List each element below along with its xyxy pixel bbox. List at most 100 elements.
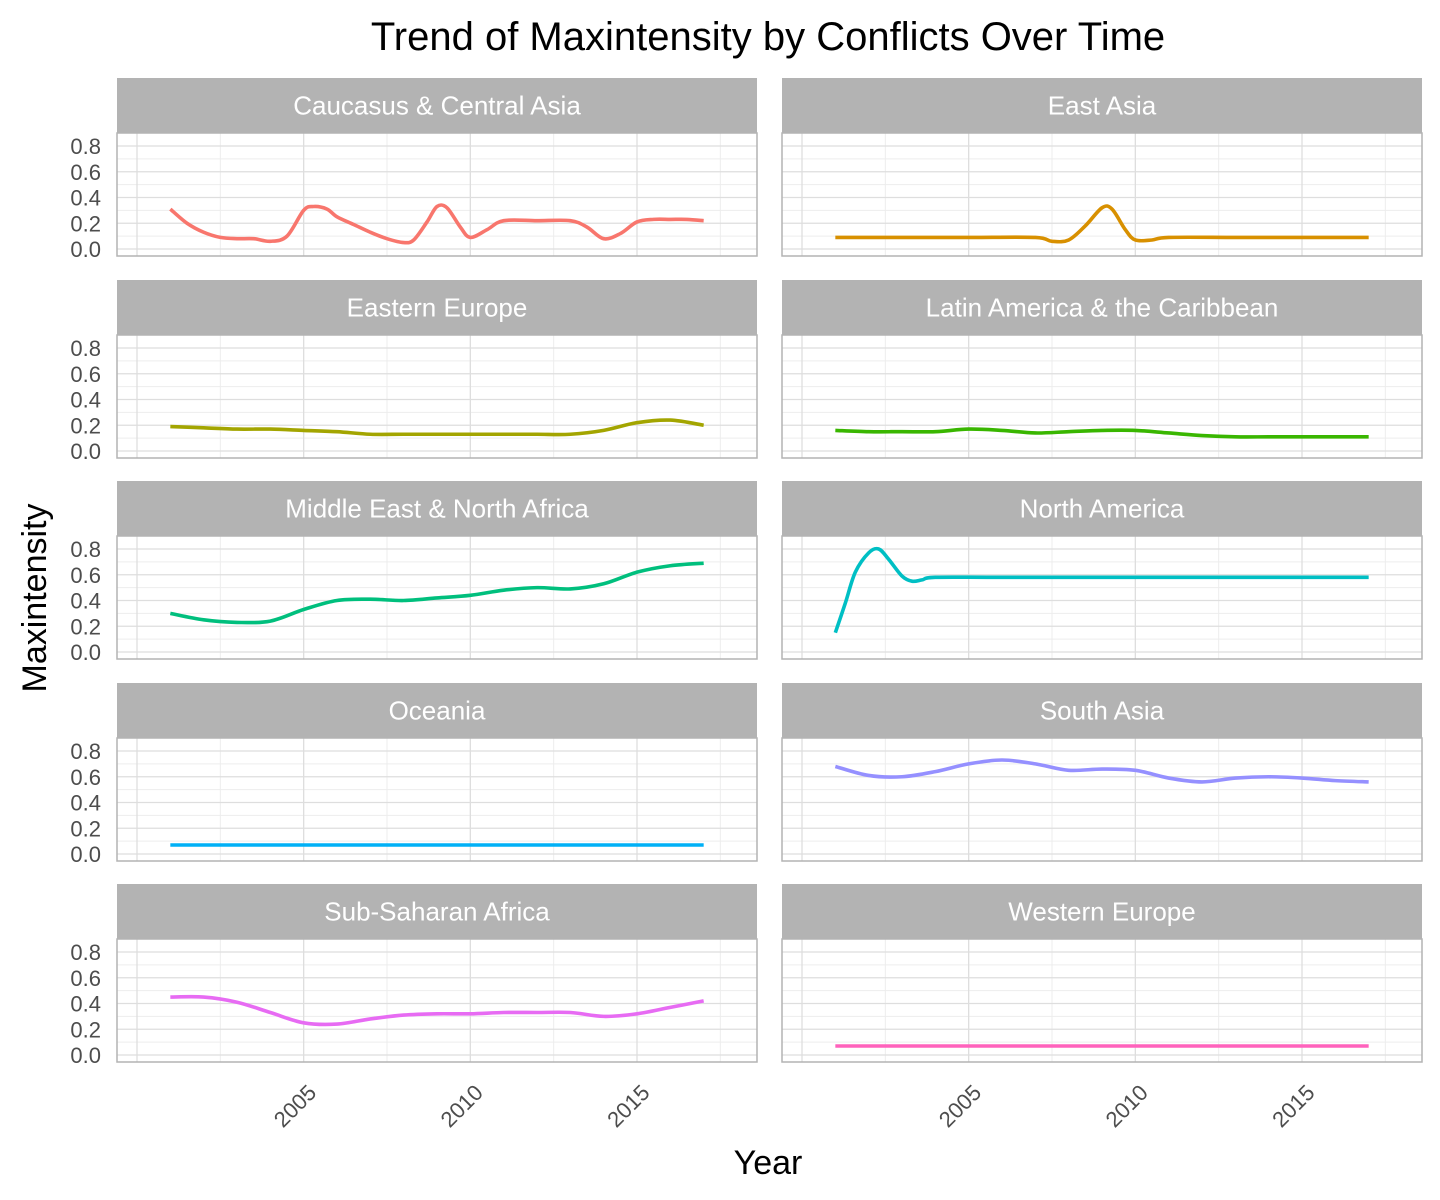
y-axis-title: Maxintensity [16, 504, 54, 693]
gridlines [782, 133, 1422, 256]
y-tick-label: 0.4 [70, 186, 101, 211]
gridlines [782, 738, 1422, 861]
series-line-east-asia [835, 204, 1369, 244]
panel-border [781, 535, 1423, 660]
facet-strip [782, 78, 1422, 133]
panel-background [782, 133, 1422, 256]
facet-strip [782, 280, 1422, 335]
facet-strip [117, 280, 757, 335]
panel-border [781, 334, 1423, 459]
y-tick-label: 0.0 [70, 1043, 101, 1068]
gridlines [117, 738, 757, 861]
y-tick-label: 0.8 [70, 537, 101, 562]
facet-strip [782, 481, 1422, 536]
y-tick-label: 0.4 [70, 791, 101, 816]
panel-border [116, 334, 758, 459]
facet-middle-east-and-north-africa: Middle East & North Africa 0.00.20.40.60.… [70, 481, 758, 665]
facet-oceania: Oceania 0.00.20.40.60.8 [70, 683, 758, 867]
facet-strip-label: Oceania [389, 696, 486, 726]
panel-background [117, 738, 757, 861]
series-line-north-america [833, 546, 1369, 634]
gridlines [117, 133, 757, 256]
facet-strip-label: Western Europe [1008, 897, 1195, 927]
facet-strip-label: South Asia [1040, 696, 1165, 726]
facet-strip-label: Latin America & the Caribbean [926, 293, 1279, 323]
panel-border [116, 132, 758, 257]
panel-border [116, 938, 758, 1063]
y-tick-label: 0.0 [70, 439, 101, 464]
facet-strip-label: Eastern Europe [347, 293, 528, 323]
facet-strip-label: North America [1020, 494, 1185, 524]
y-tick-label: 0.2 [70, 211, 101, 236]
y-tick-label: 0.4 [70, 388, 101, 413]
y-tick-label: 0.8 [70, 134, 101, 159]
panel-background [782, 335, 1422, 458]
y-tick-label: 0.6 [70, 362, 101, 387]
gridlines [117, 335, 757, 458]
facet-caucasus-and-central-asia: Caucasus & Central Asia 0.00.20.40.60.8 [70, 78, 758, 262]
facet-strip-label: East Asia [1048, 91, 1157, 121]
facet-strip [782, 884, 1422, 939]
series-line-eastern-europe [170, 418, 704, 437]
y-tick-label: 0.2 [70, 1017, 101, 1042]
y-tick-label: 0.6 [70, 765, 101, 790]
panel-border [781, 938, 1423, 1063]
chart-title: Trend of Maxintensity by Conflicts Over … [371, 15, 1165, 59]
facet-panels: Caucasus & Central Asia0.00.20.40.60.8Ea… [70, 78, 1423, 1132]
gridlines [782, 335, 1422, 458]
facet-western-europe: Western Europe 2005 2010 2015 [781, 884, 1423, 1132]
facet-south-asia: South Asia [781, 683, 1423, 862]
gridlines [117, 536, 757, 659]
y-tick-label: 0.6 [70, 563, 101, 588]
facet-strip [117, 683, 757, 738]
facet-strip [782, 683, 1422, 738]
gridlines [782, 536, 1422, 659]
facet-strip-label: Sub-Saharan Africa [324, 897, 550, 927]
y-tick-label: 0.0 [70, 237, 101, 262]
facet-strip [117, 884, 757, 939]
series-line-sub-saharan-africa [170, 994, 705, 1027]
y-tick-label: 0.0 [70, 842, 101, 867]
x-tick-label: 2015 [1267, 1080, 1319, 1132]
y-tick-label: 0.4 [70, 589, 101, 614]
facet-east-asia: East Asia [781, 78, 1423, 257]
series-line-caucasus-and-central-asia [169, 203, 704, 245]
facet-strip [117, 481, 757, 536]
facet-strip-label: Middle East & North Africa [285, 494, 589, 524]
facet-strip [117, 78, 757, 133]
x-tick-label: 2015 [602, 1080, 654, 1132]
y-tick-label: 0.8 [70, 739, 101, 764]
y-tick-label: 0.4 [70, 992, 101, 1017]
x-tick-label: 2005 [269, 1080, 321, 1132]
y-tick-label: 0.0 [70, 640, 101, 665]
x-axis-title: Year [734, 1144, 803, 1182]
gridlines [782, 939, 1422, 1062]
x-tick-label: 2010 [436, 1080, 488, 1132]
facet-north-america: North America [781, 481, 1423, 660]
y-tick-label: 0.8 [70, 336, 101, 361]
x-tick-label: 2010 [1101, 1080, 1153, 1132]
panel-background [782, 536, 1422, 659]
panel-background [782, 738, 1422, 861]
panel-background [117, 939, 757, 1062]
panel-border [116, 737, 758, 862]
panel-border [781, 132, 1423, 257]
panel-border [781, 737, 1423, 862]
gridlines [117, 939, 757, 1062]
y-tick-label: 0.2 [70, 413, 101, 438]
y-tick-label: 0.6 [70, 966, 101, 991]
panel-background [117, 335, 757, 458]
series-line-latin-america-and-the-caribbean [835, 427, 1369, 439]
facet-eastern-europe: Eastern Europe 0.00.20.40.60.8 [70, 280, 758, 464]
panel-border [116, 535, 758, 660]
y-tick-label: 0.2 [70, 614, 101, 639]
panel-background [782, 939, 1422, 1062]
facet-sub-saharan-africa: Sub-Saharan Africa 0.00.20.40.60.8 2005 201… [70, 884, 758, 1132]
panel-background [117, 133, 757, 256]
facet-latin-america-and-the-caribbean: Latin America & the Caribbean [781, 280, 1423, 459]
x-tick-label: 2005 [934, 1080, 986, 1132]
series-line-south-asia [834, 758, 1369, 784]
facet-strip-label: Caucasus & Central Asia [293, 91, 581, 121]
